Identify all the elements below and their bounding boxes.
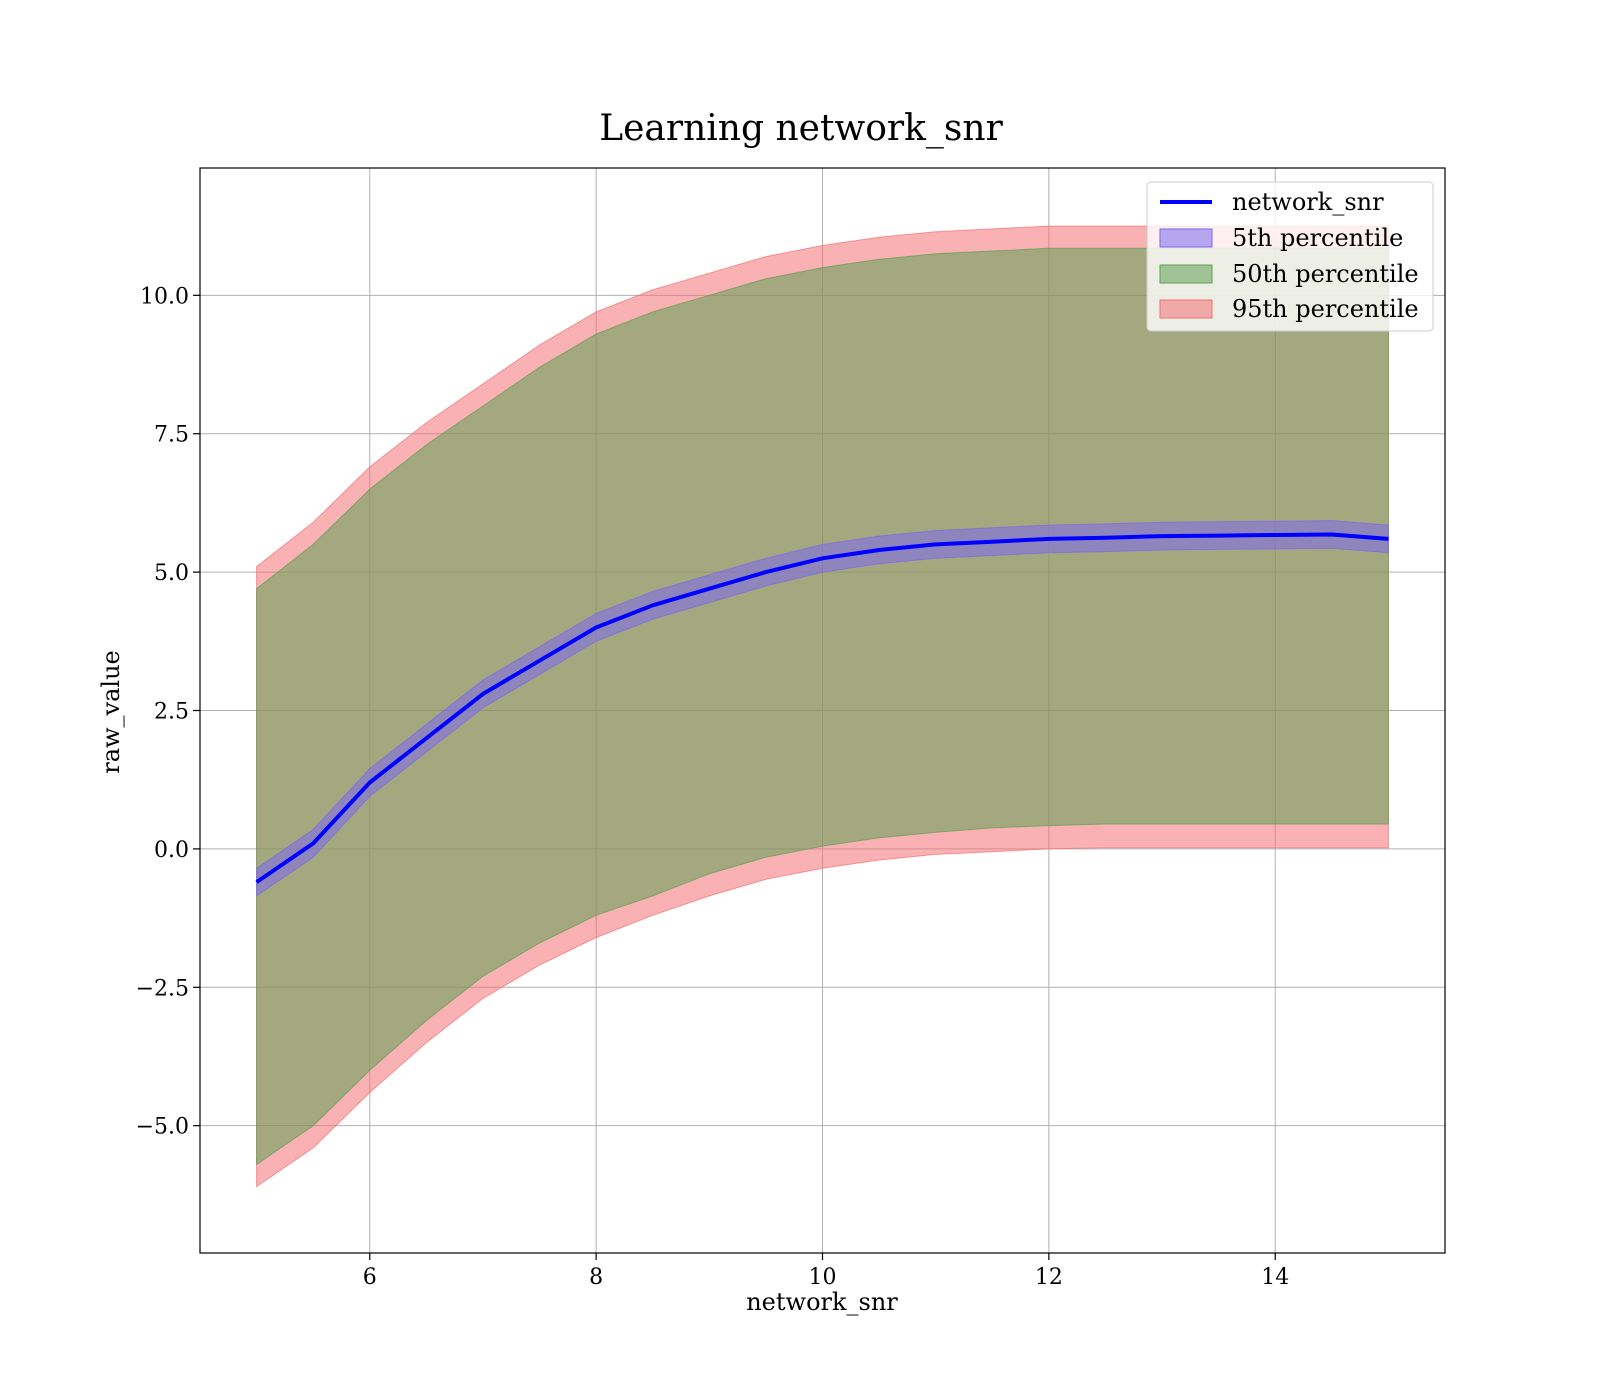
x-tick-label: 6: [363, 1265, 377, 1290]
y-tick-label: 2.5: [154, 700, 189, 725]
legend-label: 95th percentile: [1232, 295, 1419, 323]
x-tick-label: 12: [1035, 1265, 1063, 1290]
band-50th-percentile: [256, 247, 1389, 1166]
x-axis-ticks: 6 8 10 12 14: [363, 1253, 1289, 1290]
y-axis-ticks: −5.0 −2.5 0.0 2.5 5.0 7.5 10.0: [136, 284, 200, 1140]
legend-swatch-box: [1159, 228, 1213, 248]
x-axis-label: network_snr: [746, 1288, 898, 1316]
legend-swatch-box: [1159, 299, 1213, 319]
y-tick-label: −5.0: [136, 1115, 189, 1140]
y-tick-label: 7.5: [154, 423, 189, 448]
y-tick-label: 0.0: [154, 838, 189, 863]
y-tick-label: 10.0: [140, 284, 189, 309]
legend-label: 50th percentile: [1232, 260, 1419, 288]
y-tick-label: −2.5: [136, 976, 189, 1001]
legend-label: network_snr: [1232, 188, 1384, 216]
y-axis-label: raw_value: [97, 650, 125, 774]
x-tick-label: 8: [589, 1265, 603, 1290]
series-lines: [255, 532, 1389, 884]
x-tick-label: 10: [809, 1265, 837, 1290]
band-5th-percentile: [256, 520, 1389, 897]
legend: network_snr 5th percentile 50th percentile…: [1146, 181, 1434, 332]
legend-swatch-box: [1159, 264, 1213, 284]
legend-label: 5th percentile: [1232, 224, 1403, 252]
legend-frame: [1146, 181, 1434, 332]
x-tick-label: 14: [1261, 1265, 1289, 1290]
y-tick-label: 5.0: [154, 561, 189, 586]
chart-title: Learning network_snr: [599, 108, 1003, 149]
percentile-bands: [256, 225, 1389, 1188]
line-network-snr: [255, 532, 1389, 884]
